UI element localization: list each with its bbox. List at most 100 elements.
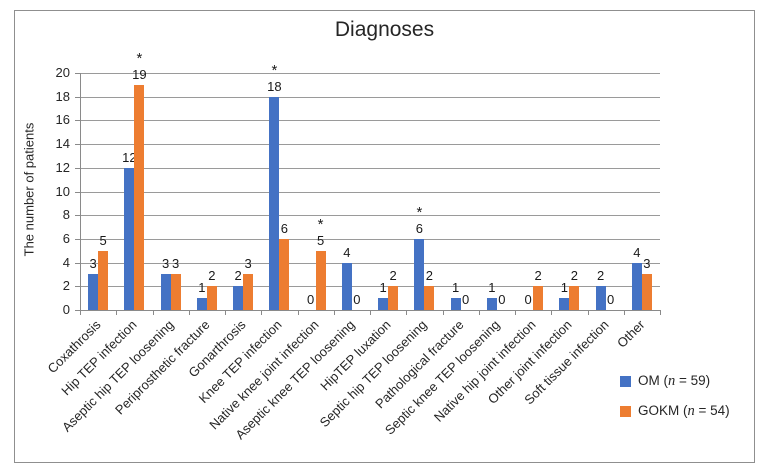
y-tick-label: 12	[55, 159, 70, 175]
value-label: 3	[161, 256, 170, 271]
x-axis-tick	[225, 310, 226, 315]
value-label: 1	[451, 280, 460, 295]
bar-om-2	[160, 274, 171, 310]
y-axis-tick	[75, 144, 80, 146]
y-tick-label: 20	[55, 65, 70, 80]
gridline	[80, 120, 660, 122]
y-axis-tick	[75, 191, 80, 193]
value-label: 1	[488, 280, 496, 295]
legend-swatch-gokm	[620, 405, 631, 417]
y-tick-label: 8	[62, 207, 70, 223]
bar-gokm-13	[569, 286, 580, 310]
legend-swatch-om	[620, 375, 631, 387]
bar-om-5	[269, 97, 280, 310]
bar-om-9	[414, 239, 425, 310]
bar-gokm-8	[388, 286, 399, 310]
x-axis-tick	[370, 310, 371, 315]
value-label: 2	[596, 268, 605, 283]
y-axis-tick	[75, 215, 80, 217]
significance-star: *	[271, 62, 278, 79]
bar-gokm-9	[424, 286, 435, 310]
value-label: 1	[379, 280, 387, 295]
y-axis-title: The number of patients	[21, 122, 37, 257]
bar-om-1	[124, 168, 135, 310]
y-tick-label: 4	[62, 254, 70, 270]
bar-gokm-15	[641, 274, 652, 310]
x-axis-tick	[660, 310, 661, 315]
gridline	[80, 96, 660, 98]
value-label: 1	[198, 280, 206, 295]
y-axis-tick	[75, 167, 80, 169]
bar-gokm-4	[243, 274, 254, 310]
y-axis-tick	[75, 73, 80, 74]
y-tick-label: 6	[62, 230, 70, 246]
value-label: 2	[425, 268, 433, 283]
value-label: 4	[633, 245, 641, 260]
value-label: 0	[353, 292, 361, 307]
y-tick-label: 14	[55, 136, 70, 152]
bar-om-0	[88, 274, 99, 310]
gridline	[80, 191, 660, 193]
value-label: 5	[316, 233, 325, 248]
bar-gokm-0	[98, 251, 109, 310]
legend-label-om: OM (n = 59)	[638, 373, 710, 390]
value-label: 3	[643, 256, 651, 271]
bar-om-4	[233, 286, 244, 310]
y-axis-tick	[75, 120, 80, 122]
x-axis-tick	[333, 310, 335, 315]
x-axis-tick	[442, 310, 444, 315]
legend-label-om-post: = 59)	[675, 372, 711, 388]
legend-label-gokm-pre: GOKM (	[638, 402, 688, 418]
legend-item-gokm: GOKM (n = 54)	[620, 402, 730, 420]
y-tick-label: 0	[62, 302, 70, 317]
bar-gokm-3	[206, 286, 217, 310]
bar-om-11	[486, 298, 497, 310]
value-label: 2	[389, 268, 397, 283]
bar-om-7	[341, 263, 352, 310]
value-label: 18	[267, 79, 282, 94]
legend-label-om-pre: OM (	[638, 372, 668, 388]
value-label: 1	[560, 280, 568, 295]
y-tick-label: 10	[55, 183, 70, 199]
bar-gokm-6	[315, 251, 326, 310]
x-axis-tick	[406, 310, 408, 315]
bar-om-13	[559, 298, 570, 310]
value-label: 6	[280, 221, 288, 236]
value-label: 2	[234, 268, 242, 283]
value-label: 0	[606, 292, 615, 307]
x-axis-tick	[623, 310, 625, 315]
x-axis-tick	[116, 310, 118, 315]
significance-star: *	[317, 216, 324, 233]
y-tick-label: 18	[55, 88, 70, 104]
x-axis-tick	[152, 310, 154, 315]
gridline	[80, 215, 660, 217]
value-label: 2	[208, 268, 216, 283]
y-tick-label: 16	[55, 112, 70, 128]
legend-label-gokm-var: n	[687, 402, 695, 419]
value-label: 3	[89, 256, 97, 271]
gridline	[80, 73, 660, 74]
value-label: 6	[415, 221, 423, 236]
bar-om-14	[595, 286, 606, 310]
chart-title: Diagnoses	[334, 18, 435, 41]
significance-star: *	[136, 50, 143, 67]
value-label: 2	[570, 268, 578, 283]
x-axis-tick	[551, 310, 553, 315]
value-label: 0	[524, 292, 532, 307]
legend: OM (n = 59) GOKM (n = 54)	[620, 372, 730, 432]
gridline	[80, 262, 660, 264]
value-label: 0	[498, 292, 506, 307]
value-label: 4	[343, 245, 351, 260]
y-axis-tick	[75, 96, 80, 98]
gridline	[80, 238, 660, 240]
x-axis-tick	[261, 310, 263, 315]
gridline	[80, 144, 660, 146]
value-label: 0	[306, 292, 315, 307]
legend-label-om-var: n	[668, 372, 676, 389]
y-axis-tick	[75, 310, 80, 311]
y-tick-label: 2	[62, 278, 70, 294]
value-label: 12	[122, 150, 137, 165]
x-axis-tick	[80, 310, 81, 315]
value-label: 3	[244, 256, 252, 271]
